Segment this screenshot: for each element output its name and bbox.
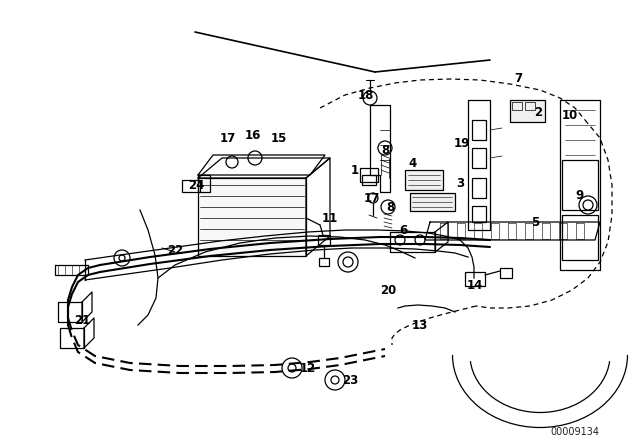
Text: 17: 17 (364, 191, 380, 204)
Text: 1: 1 (351, 164, 359, 177)
Text: 14: 14 (467, 279, 483, 292)
Bar (405, 170, 443, 190)
Text: 12: 12 (300, 362, 316, 375)
Bar (410, 193, 455, 211)
Bar (472, 120, 486, 140)
Text: 20: 20 (380, 284, 396, 297)
Text: 18: 18 (358, 89, 374, 102)
Text: 00009134: 00009134 (550, 427, 600, 437)
Text: 19: 19 (454, 137, 470, 150)
Text: 4: 4 (409, 156, 417, 169)
Text: 22: 22 (167, 244, 183, 257)
Text: 15: 15 (271, 132, 287, 145)
Bar (562, 215, 598, 260)
Text: 13: 13 (412, 319, 428, 332)
Text: 8: 8 (386, 201, 394, 214)
Text: 24: 24 (188, 178, 204, 191)
Bar (360, 168, 378, 182)
Bar (319, 258, 329, 266)
Bar (198, 178, 306, 256)
Text: 6: 6 (399, 224, 407, 237)
Text: 2: 2 (534, 105, 542, 119)
Text: 10: 10 (562, 108, 578, 121)
Bar (510, 100, 545, 122)
Bar (472, 148, 486, 168)
Bar (525, 102, 535, 110)
Text: 16: 16 (245, 129, 261, 142)
Text: 21: 21 (74, 314, 90, 327)
Bar (362, 175, 376, 185)
Text: 7: 7 (514, 72, 522, 85)
Bar (318, 235, 330, 245)
Bar (562, 160, 598, 210)
Text: 11: 11 (322, 211, 338, 224)
Bar (512, 102, 522, 110)
Text: 17: 17 (220, 132, 236, 145)
Text: 23: 23 (342, 374, 358, 387)
Bar (500, 268, 512, 278)
Text: 5: 5 (531, 215, 539, 228)
Bar (465, 272, 485, 286)
Bar (472, 206, 486, 222)
Bar (472, 178, 486, 198)
Text: 9: 9 (576, 189, 584, 202)
Bar (182, 180, 200, 192)
Text: 3: 3 (456, 177, 464, 190)
Text: 8: 8 (381, 143, 389, 156)
